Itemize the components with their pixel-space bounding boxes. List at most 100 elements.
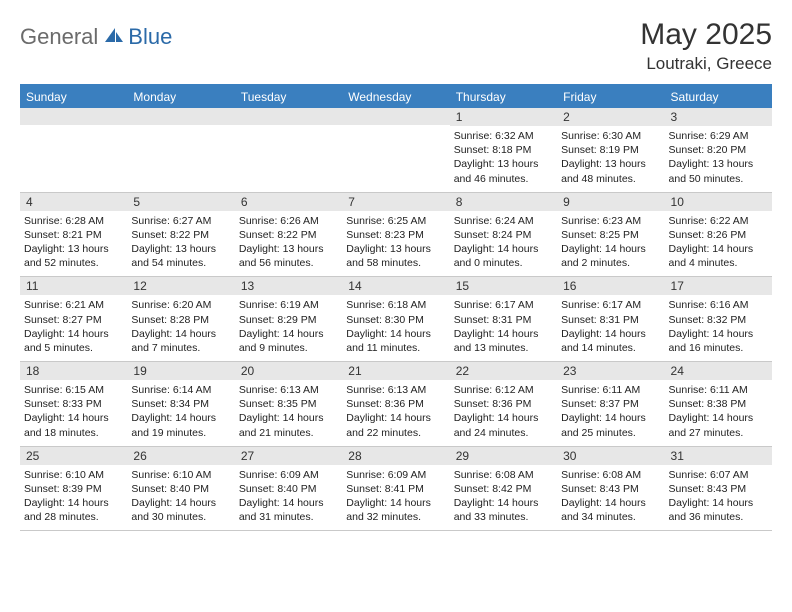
calendar-day-cell: 9Sunrise: 6:23 AMSunset: 8:25 PMDaylight… xyxy=(557,193,664,277)
sunrise-line: Sunrise: 6:13 AM xyxy=(239,383,338,397)
daylight-line: Daylight: 14 hours and 11 minutes. xyxy=(346,327,445,355)
day-number-bar: 1 xyxy=(450,108,557,126)
daylight-line: Daylight: 14 hours and 13 minutes. xyxy=(454,327,553,355)
calendar-day-cell: 11 Sunrise: 6:21 AMSunset: 8:27 PMDayligh… xyxy=(20,277,127,361)
sunrise-line: Sunrise: 6:11 AM xyxy=(669,383,768,397)
daylight-line: Daylight: 14 hours and 9 minutes. xyxy=(239,327,338,355)
sunset-line: Sunset: 8:43 PM xyxy=(561,482,660,496)
daylight-line: Daylight: 14 hours and 2 minutes. xyxy=(561,242,660,270)
day-number-bar: 31 xyxy=(665,447,772,465)
day-number-bar: 27 xyxy=(235,447,342,465)
sunset-line: Sunset: 8:22 PM xyxy=(131,228,230,242)
sunset-line: Sunset: 8:19 PM xyxy=(561,143,660,157)
day-number-bar: 19 xyxy=(127,362,234,380)
calendar-header-cell: Monday xyxy=(127,86,234,108)
day-number-bar: 15 xyxy=(450,277,557,295)
calendar-header-cell: Tuesday xyxy=(235,86,342,108)
sunset-line: Sunset: 8:29 PM xyxy=(239,313,338,327)
day-number-bar: 26 xyxy=(127,447,234,465)
day-body: Sunrise: 6:21 AMSunset: 8:27 PMDaylight:… xyxy=(24,298,123,355)
daylight-line: Daylight: 13 hours and 46 minutes. xyxy=(454,157,553,185)
day-body: Sunrise: 6:15 AMSunset: 8:33 PMDaylight:… xyxy=(24,383,123,440)
calendar-day-cell: 7Sunrise: 6:25 AMSunset: 8:23 PMDaylight… xyxy=(342,193,449,277)
day-number-bar: 21 xyxy=(342,362,449,380)
daylight-line: Daylight: 14 hours and 21 minutes. xyxy=(239,411,338,439)
day-body: Sunrise: 6:19 AMSunset: 8:29 PMDaylight:… xyxy=(239,298,338,355)
calendar-header-row: SundayMondayTuesdayWednesdayThursdayFrid… xyxy=(20,86,772,108)
sunrise-line: Sunrise: 6:25 AM xyxy=(346,214,445,228)
sunset-line: Sunset: 8:31 PM xyxy=(561,313,660,327)
sunset-line: Sunset: 8:24 PM xyxy=(454,228,553,242)
sunrise-line: Sunrise: 6:17 AM xyxy=(454,298,553,312)
sunrise-line: Sunrise: 6:08 AM xyxy=(454,468,553,482)
calendar-day-cell: 14Sunrise: 6:18 AMSunset: 8:30 PMDayligh… xyxy=(342,277,449,361)
day-body: Sunrise: 6:10 AMSunset: 8:40 PMDaylight:… xyxy=(131,468,230,525)
sunset-line: Sunset: 8:42 PM xyxy=(454,482,553,496)
calendar-day-cell: 4Sunrise: 6:28 AMSunset: 8:21 PMDaylight… xyxy=(20,193,127,277)
sunset-line: Sunset: 8:32 PM xyxy=(669,313,768,327)
day-body: Sunrise: 6:07 AMSunset: 8:43 PMDaylight:… xyxy=(669,468,768,525)
calendar-week-row: 18Sunrise: 6:15 AMSunset: 8:33 PMDayligh… xyxy=(20,362,772,447)
day-body: Sunrise: 6:26 AMSunset: 8:22 PMDaylight:… xyxy=(239,214,338,271)
calendar-day-cell: 17Sunrise: 6:16 AMSunset: 8:32 PMDayligh… xyxy=(665,277,772,361)
calendar: SundayMondayTuesdayWednesdayThursdayFrid… xyxy=(20,84,772,531)
sunrise-line: Sunrise: 6:11 AM xyxy=(561,383,660,397)
daylight-line: Daylight: 14 hours and 28 minutes. xyxy=(24,496,123,524)
sunset-line: Sunset: 8:39 PM xyxy=(24,482,123,496)
day-body: Sunrise: 6:09 AMSunset: 8:41 PMDaylight:… xyxy=(346,468,445,525)
sunrise-line: Sunrise: 6:29 AM xyxy=(669,129,768,143)
sunset-line: Sunset: 8:28 PM xyxy=(131,313,230,327)
calendar-day-cell: 2Sunrise: 6:30 AMSunset: 8:19 PMDaylight… xyxy=(557,108,664,192)
sunrise-line: Sunrise: 6:18 AM xyxy=(346,298,445,312)
daylight-line: Daylight: 14 hours and 0 minutes. xyxy=(454,242,553,270)
day-body: Sunrise: 6:08 AMSunset: 8:43 PMDaylight:… xyxy=(561,468,660,525)
daylight-line: Daylight: 14 hours and 7 minutes. xyxy=(131,327,230,355)
day-number-bar: 28 xyxy=(342,447,449,465)
sunrise-line: Sunrise: 6:28 AM xyxy=(24,214,123,228)
calendar-day-cell: 19 Sunrise: 6:14 AMSunset: 8:34 PMDayligh… xyxy=(127,362,234,446)
day-number-bar: 10 xyxy=(665,193,772,211)
day-body: Sunrise: 6:25 AMSunset: 8:23 PMDaylight:… xyxy=(346,214,445,271)
daylight-line: Daylight: 14 hours and 32 minutes. xyxy=(346,496,445,524)
calendar-header-cell: Sunday xyxy=(20,86,127,108)
day-body: Sunrise: 6:14 AMSunset: 8:34 PMDaylight:… xyxy=(131,383,230,440)
sunrise-line: Sunrise: 6:20 AM xyxy=(131,298,230,312)
logo: General Blue xyxy=(20,18,172,50)
daylight-line: Daylight: 13 hours and 54 minutes. xyxy=(131,242,230,270)
sunset-line: Sunset: 8:40 PM xyxy=(239,482,338,496)
day-body: Sunrise: 6:32 AMSunset: 8:18 PMDaylight:… xyxy=(454,129,553,186)
sunrise-line: Sunrise: 6:27 AM xyxy=(131,214,230,228)
day-number-bar: 5 xyxy=(127,193,234,211)
calendar-day-cell: 5 Sunrise: 6:27 AMSunset: 8:22 PMDaylight… xyxy=(127,193,234,277)
sunrise-line: Sunrise: 6:07 AM xyxy=(669,468,768,482)
calendar-day-cell: 23Sunrise: 6:11 AMSunset: 8:37 PMDayligh… xyxy=(557,362,664,446)
day-number-bar: 11 xyxy=(20,277,127,295)
sunset-line: Sunset: 8:22 PM xyxy=(239,228,338,242)
day-number-bar: 3 xyxy=(665,108,772,126)
sunrise-line: Sunrise: 6:17 AM xyxy=(561,298,660,312)
day-number-bar: 2 xyxy=(557,108,664,126)
calendar-day-cell xyxy=(20,108,127,192)
day-number-bar xyxy=(342,108,449,125)
sunset-line: Sunset: 8:34 PM xyxy=(131,397,230,411)
day-body: Sunrise: 6:08 AMSunset: 8:42 PMDaylight:… xyxy=(454,468,553,525)
page-title: May 2025 xyxy=(640,18,772,52)
calendar-day-cell: 6Sunrise: 6:26 AMSunset: 8:22 PMDaylight… xyxy=(235,193,342,277)
calendar-day-cell: 15Sunrise: 6:17 AMSunset: 8:31 PMDayligh… xyxy=(450,277,557,361)
calendar-day-cell: 29Sunrise: 6:08 AMSunset: 8:42 PMDayligh… xyxy=(450,447,557,531)
calendar-day-cell: 24Sunrise: 6:11 AMSunset: 8:38 PMDayligh… xyxy=(665,362,772,446)
calendar-day-cell: 22Sunrise: 6:12 AMSunset: 8:36 PMDayligh… xyxy=(450,362,557,446)
day-body: Sunrise: 6:09 AMSunset: 8:40 PMDaylight:… xyxy=(239,468,338,525)
daylight-line: Daylight: 14 hours and 27 minutes. xyxy=(669,411,768,439)
calendar-day-cell: 16Sunrise: 6:17 AMSunset: 8:31 PMDayligh… xyxy=(557,277,664,361)
sunrise-line: Sunrise: 6:26 AM xyxy=(239,214,338,228)
calendar-week-row: 4Sunrise: 6:28 AMSunset: 8:21 PMDaylight… xyxy=(20,193,772,278)
sunrise-line: Sunrise: 6:16 AM xyxy=(669,298,768,312)
calendar-week-row: 1 Sunrise: 6:32 AMSunset: 8:18 PMDaylight… xyxy=(20,108,772,193)
daylight-line: Daylight: 14 hours and 16 minutes. xyxy=(669,327,768,355)
daylight-line: Daylight: 14 hours and 24 minutes. xyxy=(454,411,553,439)
day-body: Sunrise: 6:11 AMSunset: 8:37 PMDaylight:… xyxy=(561,383,660,440)
day-body: Sunrise: 6:11 AMSunset: 8:38 PMDaylight:… xyxy=(669,383,768,440)
day-number-bar: 9 xyxy=(557,193,664,211)
logo-sail-icon xyxy=(103,26,125,49)
